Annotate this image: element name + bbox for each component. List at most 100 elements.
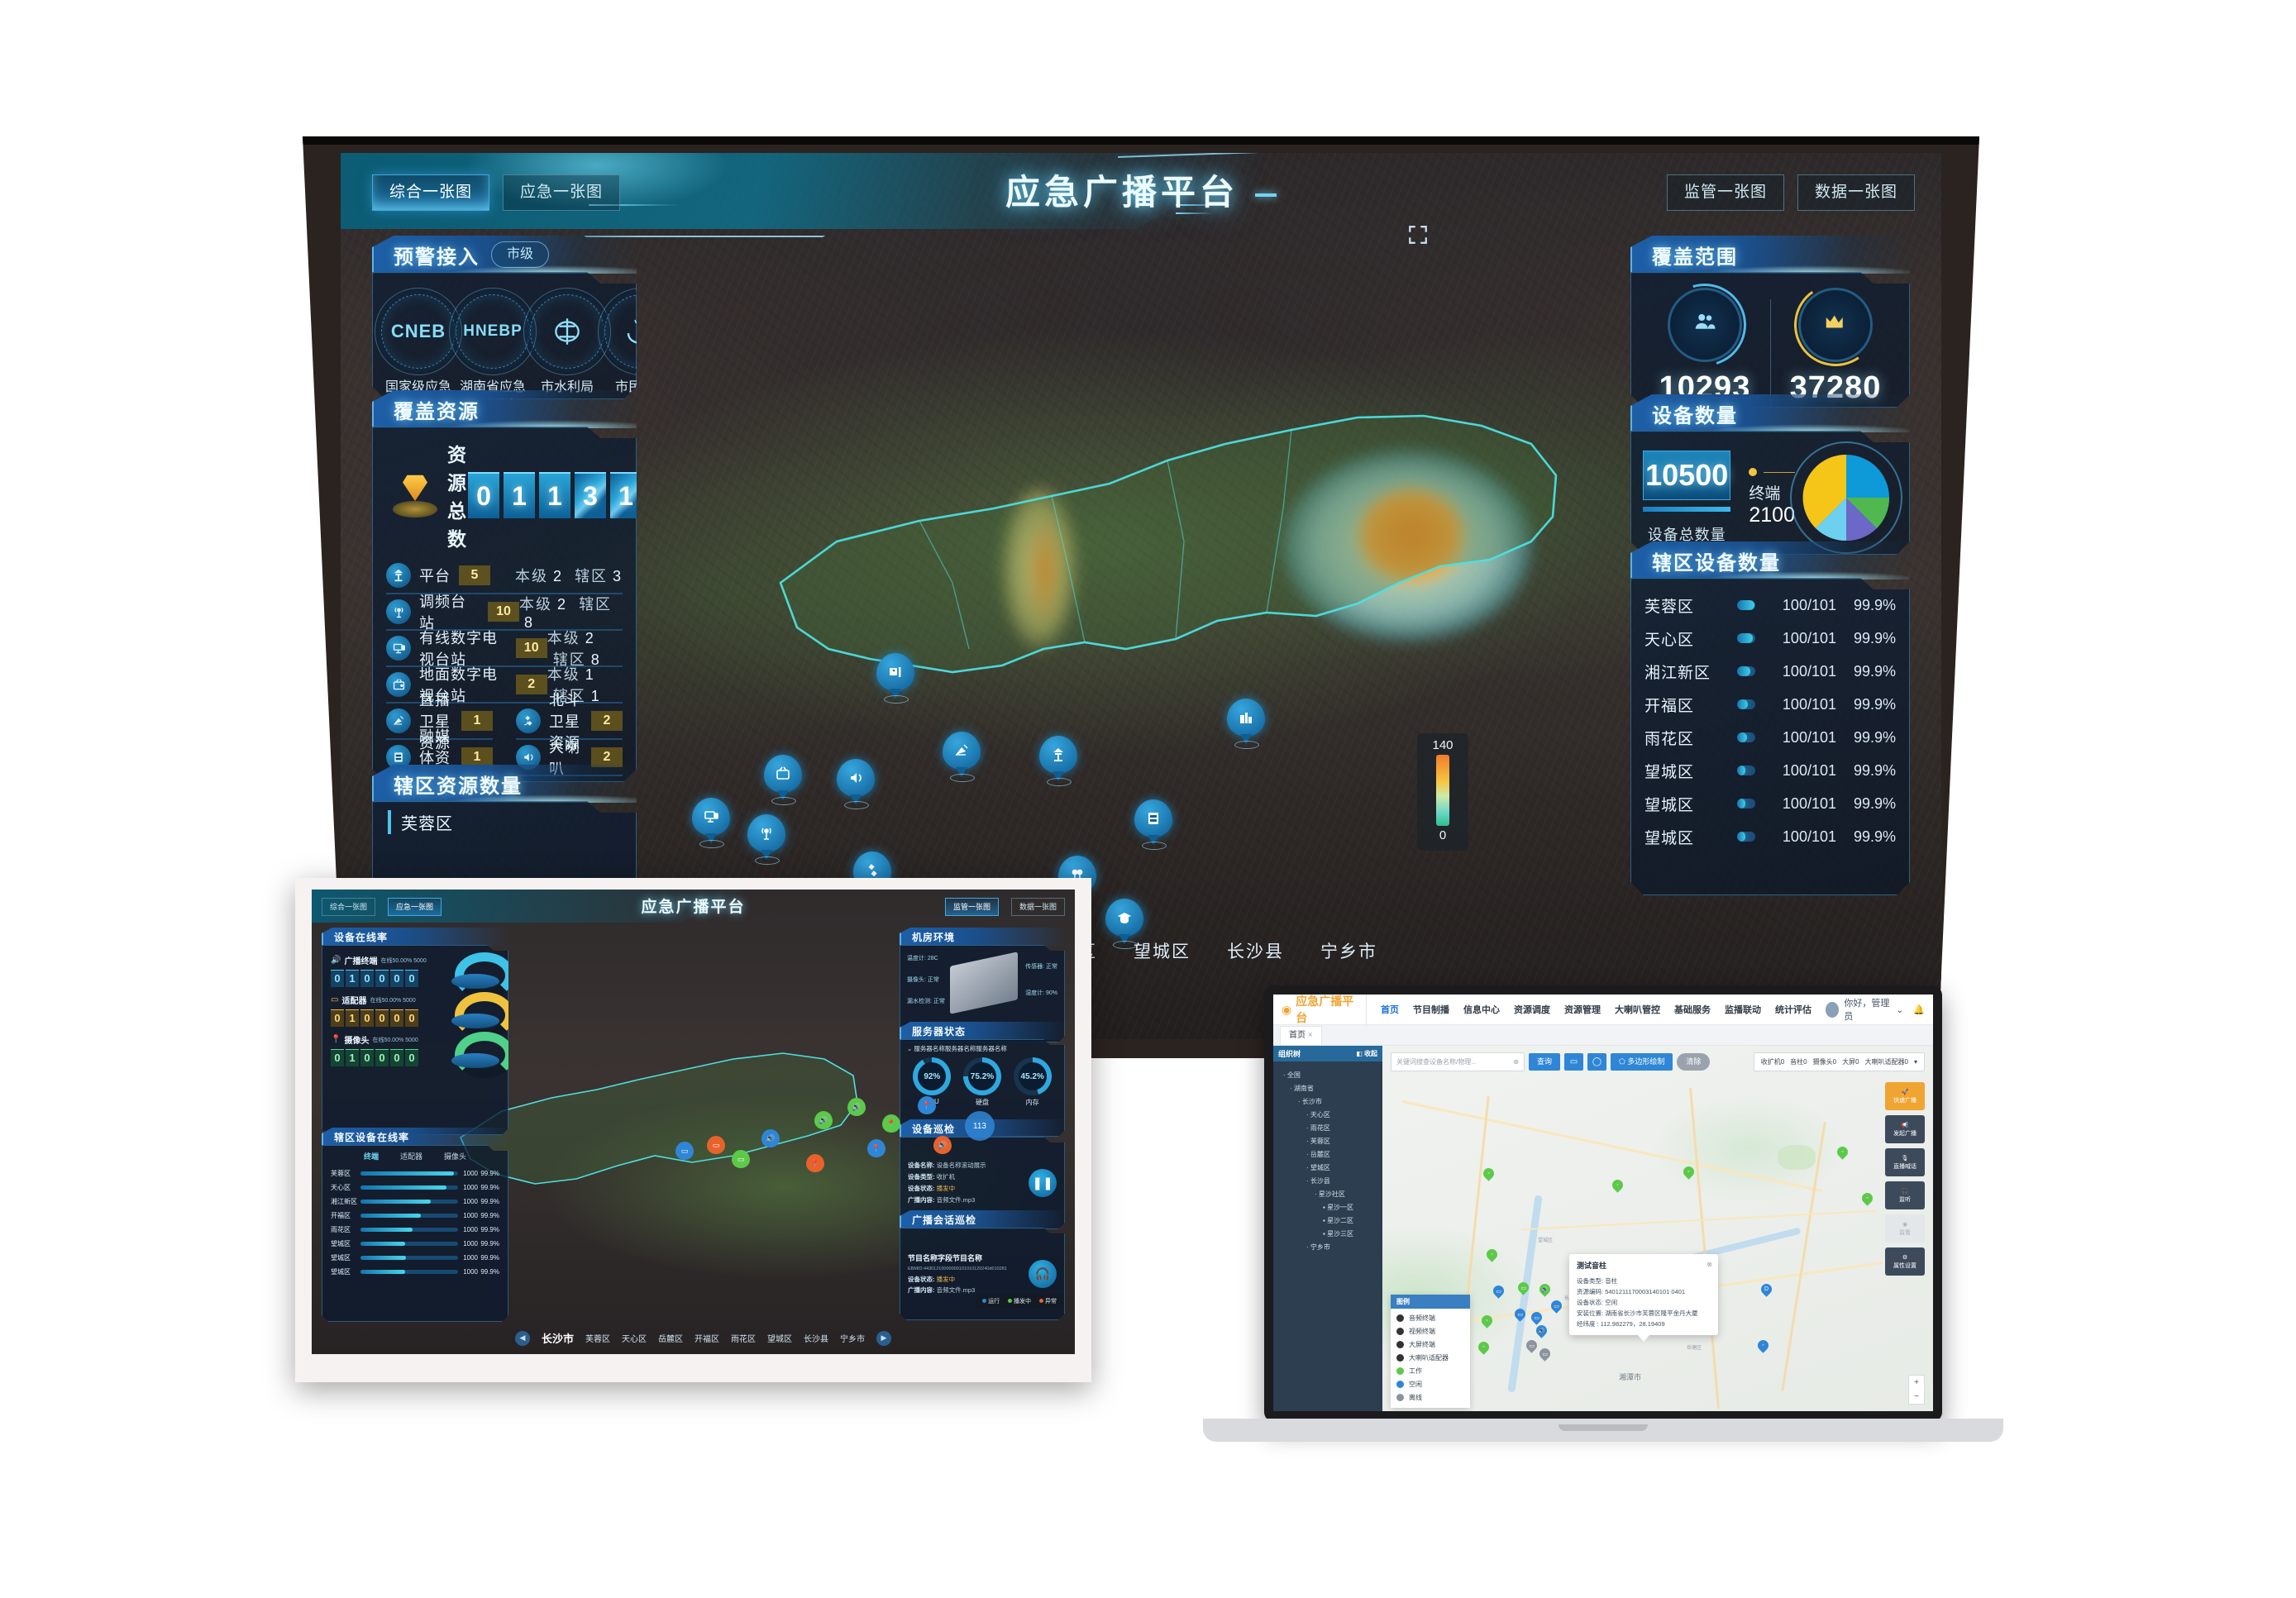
tab-supervision-map[interactable]: 监管一张图 [1666, 174, 1784, 211]
search-input[interactable]: 关键词搜查设备名称/物理... ⊗ [1391, 1052, 1525, 1071]
tree-item[interactable]: · 望城区 [1306, 1163, 1330, 1171]
warning-source-water-bureau[interactable]: 市水利局 [530, 294, 604, 397]
map-pin[interactable]: ▭ [1537, 1346, 1553, 1362]
map-marker-mall[interactable] [876, 653, 914, 704]
tree-item[interactable]: · 全国 [1283, 1071, 1301, 1079]
prev-arrow-icon[interactable]: ◀ [515, 1330, 530, 1346]
map-pin[interactable]: ▭ [1516, 1280, 1531, 1296]
nav-resource-manage[interactable]: 资源管理 [1564, 1005, 1601, 1015]
map-pin[interactable]: ◦ [1481, 1166, 1496, 1182]
resource-row-broadcast-satellite[interactable]: 直播卫星资源 1 [386, 704, 493, 740]
zoom-out-button[interactable]: − [1914, 1392, 1919, 1401]
map-pin[interactable]: ▭ [1512, 1306, 1528, 1323]
map-pin[interactable]: ◦ [1755, 1338, 1771, 1354]
chevron-down-icon[interactable]: ▾ [1913, 1058, 1917, 1066]
tablet-map-marker[interactable]: 🔊 [761, 1129, 780, 1152]
table-row[interactable]: 湘江新区 1000 99.9% [331, 1198, 499, 1205]
resource-row-terrestrial-tv[interactable]: 地面数字电视台站 2 本级 1 辖区 1 [386, 667, 623, 704]
tree-item[interactable]: · 长沙市 [1298, 1097, 1322, 1105]
map-pin[interactable]: ▭ [1491, 1283, 1506, 1300]
map-pin[interactable]: ◦ [1835, 1144, 1850, 1161]
circle-draw-icon[interactable]: ◯ [1587, 1053, 1607, 1071]
tablet-map-marker[interactable]: ▭ [675, 1142, 694, 1164]
map-marker-cable-tv[interactable] [692, 798, 730, 848]
tab-data-map[interactable]: 数据一张图 [1797, 174, 1915, 211]
map-pin[interactable]: 🔊 [1534, 1323, 1549, 1339]
filter-item[interactable]: 大屏0 [1842, 1058, 1859, 1066]
map-pin[interactable]: ◦ [1479, 1313, 1495, 1329]
user-menu[interactable]: 你好，管理员 ⌄ 🔔 [1826, 996, 1925, 1023]
clear-button[interactable]: 清除 [1677, 1053, 1711, 1071]
district-item[interactable]: 宁乡市 [840, 1335, 866, 1344]
tablet-map-marker[interactable]: 📍 [867, 1139, 885, 1162]
district-resource-row[interactable]: 芙蓉区 [373, 802, 636, 842]
nav-info-center[interactable]: 信息中心 [1463, 1005, 1501, 1015]
monitor-listen-button[interactable]: 🎧 监听 [1885, 1181, 1925, 1209]
table-row[interactable]: 望城区 100/101 99.9% [1644, 828, 1896, 847]
tab-home[interactable]: 首页 × [1280, 1026, 1322, 1045]
tree-item[interactable]: ▪ 星沙三区 [1323, 1229, 1354, 1238]
district-item-active[interactable]: 长沙市 [542, 1333, 575, 1345]
tablet-map-marker[interactable]: ▭ [707, 1136, 725, 1158]
clear-icon[interactable]: ⊗ [1513, 1058, 1519, 1066]
filter-item[interactable]: 大喇叭适配器0 [1864, 1058, 1908, 1066]
resource-row-cable-tv[interactable]: 有线数字电视台站 10 本级 2 辖区 8 [386, 631, 623, 667]
map-marker-school[interactable] [1105, 899, 1143, 949]
tablet-map-marker[interactable]: 📍 [882, 1114, 900, 1137]
start-broadcast-button[interactable]: 📢 发起广播 [1885, 1115, 1925, 1143]
nav-monitor-linkage[interactable]: 监播联动 [1725, 1005, 1762, 1015]
nav-statistics[interactable]: 统计评估 [1775, 1005, 1812, 1015]
map-marker-platform[interactable] [1039, 736, 1077, 786]
map-marker-square[interactable] [1227, 699, 1265, 749]
tablet-map-marker[interactable]: 📍 [806, 1154, 824, 1176]
nav-basic-service[interactable]: 基础服务 [1674, 1005, 1711, 1015]
map-pin[interactable]: ◦ [1681, 1164, 1697, 1181]
device-type-filter[interactable]: 收扩机0 音柱0 摄像头0 大屏0 大喇叭适配器0 ▾ [1753, 1052, 1925, 1071]
map-marker-media-convergence[interactable] [1134, 799, 1172, 850]
tree-item[interactable]: · 芙蓉区 [1306, 1137, 1330, 1145]
resource-row-beidou-satellite[interactable]: 北斗卫星资源 2 [516, 704, 623, 740]
district-item[interactable]: 长沙县 [804, 1335, 829, 1344]
collapse-button[interactable]: ◧ 收起 [1356, 1050, 1377, 1057]
tablet-map-marker[interactable]: 📍 [918, 1096, 936, 1119]
rect-draw-icon[interactable]: ▭ [1564, 1053, 1584, 1071]
map-pin[interactable]: D [1759, 1281, 1774, 1298]
filter-item[interactable]: 收扩机0 [1760, 1058, 1785, 1066]
tree-item[interactable]: · 岳麓区 [1306, 1150, 1330, 1158]
pause-icon[interactable]: ❚❚ [1029, 1169, 1057, 1197]
search-button[interactable]: 查询 [1529, 1053, 1561, 1071]
table-row[interactable]: 望城区 1000 99.9% [331, 1268, 499, 1276]
filter-item[interactable]: 摄像头0 [1812, 1058, 1837, 1066]
map-pin[interactable]: ◦ [1484, 1247, 1500, 1263]
zoom-in-button[interactable]: + [1914, 1378, 1919, 1387]
tablet-tab-emergency[interactable]: 应急一张图 [388, 898, 442, 916]
laptop-map-area[interactable]: 望城区 宁乡市 长沙市 湘潭市 岳塘区 ▭ ▭ 🔊 ▭ ▭ 🔊 ▭ ▭ ▭ ◦ … [1273, 1046, 1933, 1411]
tree-item[interactable]: ▪ 星沙一区 [1323, 1203, 1354, 1211]
monitor-watch-button[interactable]: ◉ 监看 [1885, 1214, 1925, 1243]
tree-item[interactable]: · 湖南省 [1290, 1084, 1314, 1092]
fullscreen-icon[interactable] [1407, 224, 1429, 246]
tablet-map-marker[interactable]: 🔊 [847, 1098, 866, 1120]
table-row[interactable]: 开福区 1000 99.9% [331, 1212, 499, 1219]
polygon-draw-button[interactable]: ⬠ 多边形绘制 [1611, 1053, 1673, 1071]
tablet-map-marker[interactable]: 🔊 [814, 1111, 833, 1133]
next-arrow-icon[interactable]: ▶ [876, 1330, 892, 1346]
tab-comprehensive-map[interactable]: 综合一张图 [372, 174, 490, 211]
district-item[interactable]: 雨花区 [731, 1335, 757, 1344]
table-row[interactable]: 芙蓉区 1000 99.9% [331, 1170, 499, 1177]
server-selector[interactable]: ⌄ 服务器名称服务器名称服务器名称 [907, 1045, 1007, 1052]
tree-item[interactable]: · 长沙县 [1306, 1176, 1330, 1185]
table-row[interactable]: 湘江新区 100/101 99.9% [1644, 662, 1896, 682]
quick-broadcast-button[interactable]: 🚀 快速广播 [1885, 1082, 1925, 1110]
table-row[interactable]: 望城区 1000 99.9% [331, 1254, 499, 1262]
nav-program-broadcast[interactable]: 节目制播 [1413, 1005, 1450, 1015]
table-row[interactable]: 雨花区 1000 99.9% [331, 1226, 499, 1233]
live-talk-button[interactable]: 🎙 直播喊话 [1885, 1148, 1925, 1176]
table-row[interactable]: 望城区 100/101 99.9% [1644, 761, 1896, 781]
resource-row-platform[interactable]: 平台 5 本级 2 辖区 3 [386, 558, 623, 594]
map-district-item[interactable]: 长沙县 [1227, 942, 1284, 961]
tablet-map-cluster[interactable]: 113 [965, 1111, 995, 1141]
nav-loudspeaker-control[interactable]: 大喇叭管控 [1615, 1005, 1661, 1015]
map-pin[interactable]: ▭ [1524, 1338, 1539, 1354]
map-pin[interactable]: 🔊 [1537, 1281, 1553, 1298]
